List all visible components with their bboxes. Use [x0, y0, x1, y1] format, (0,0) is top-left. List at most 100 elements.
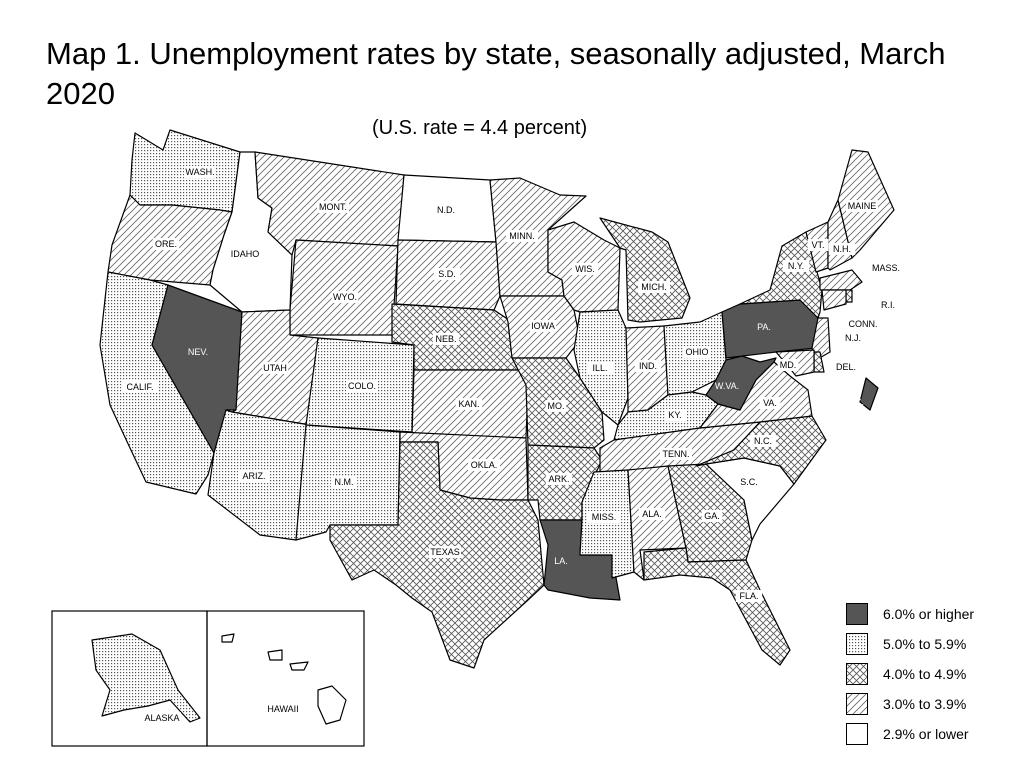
state-label-text: MONT.	[319, 202, 347, 212]
state-label-vt: VT.	[807, 239, 829, 251]
state-wv	[705, 355, 777, 411]
state-label-nm: N.M.	[330, 476, 358, 488]
state-label-text: ALA.	[642, 509, 662, 519]
state-label-sd: S.D.	[433, 268, 461, 280]
state-label-text: HAWAII	[267, 704, 298, 714]
legend-swatch	[846, 663, 868, 685]
state-label-sc: S.C.	[735, 476, 763, 488]
state-label-ks: KAN.	[455, 398, 483, 410]
state-label-text: NEB.	[435, 334, 456, 344]
state-label-pa: PA.	[757, 322, 771, 332]
state-label-ut: UTAH	[261, 362, 289, 374]
legend-item-c2: 2.9% or lower	[846, 721, 1016, 747]
state-label-la: LA.	[554, 556, 568, 566]
state-label-mn: MINN.	[506, 230, 538, 242]
legend-swatch	[846, 723, 868, 745]
state-label-me: MAINE	[846, 200, 878, 212]
legend-label: 5.0% to 5.9%	[883, 636, 967, 652]
state-label-text: WIS.	[575, 264, 595, 274]
state-label-md: MD.	[777, 359, 799, 371]
state-label-text: R.I.	[881, 300, 895, 310]
state-label-text: ARIZ.	[242, 471, 265, 481]
state-label-de: DEL.	[832, 361, 860, 373]
state-label-fl: FLA.	[735, 590, 763, 602]
state-label-text: VA.	[763, 398, 777, 408]
state-label-text: WASH.	[185, 167, 214, 177]
state-label-mt: MONT.	[317, 201, 349, 213]
hawaii-inset-frame	[206, 610, 365, 747]
state-label-text: GA.	[704, 511, 720, 521]
state-mi	[599, 217, 691, 323]
state-label-va: VA.	[759, 397, 781, 409]
state-label-nc: N.C.	[749, 435, 777, 447]
legend-label: 3.0% to 3.9%	[883, 696, 967, 712]
state-label-text: TEXAS	[430, 547, 460, 557]
state-label-text: ARK.	[548, 474, 569, 484]
state-label-text: N.M.	[335, 477, 354, 487]
state-label-text: TENN.	[663, 449, 690, 459]
state-label-text: LA.	[554, 556, 568, 566]
state-dc	[859, 377, 879, 411]
state-label-text: OHIO	[685, 347, 708, 357]
state-label-text: UTAH	[263, 363, 287, 373]
state-label-text: MISS.	[592, 512, 617, 522]
state-hi	[317, 685, 347, 725]
legend-item-c5: 5.0% to 5.9%	[846, 631, 1016, 657]
state-ri	[845, 289, 853, 303]
state-label-text: ILL.	[592, 363, 607, 373]
state-label-text: KAN.	[458, 399, 479, 409]
state-label-text: N.J.	[845, 333, 861, 343]
state-label-text: DEL.	[836, 362, 856, 372]
legend-swatch	[846, 603, 868, 625]
legend-swatch	[846, 693, 868, 715]
state-label-text: OKLA.	[471, 460, 498, 470]
state-label-wy: WYO.	[331, 291, 359, 303]
state-fl	[643, 547, 791, 666]
state-label-text: KY.	[668, 410, 681, 420]
state-label-ok: OKLA.	[468, 459, 500, 471]
state-label-text: N.Y.	[788, 261, 804, 271]
state-label-text: MO.	[548, 401, 565, 411]
state-label-il: ILL.	[586, 362, 614, 374]
state-label-ny: N.Y.	[782, 260, 810, 272]
state-label-ga: GA.	[701, 510, 723, 522]
state-label-text: MD.	[780, 360, 797, 370]
state-label-al: ALA.	[638, 508, 666, 520]
state-label-text: VT.	[811, 240, 824, 250]
state-label-text: IDAHO	[231, 249, 260, 259]
state-label-text: D.C.	[846, 397, 864, 407]
state-label-text: W.VA.	[715, 381, 739, 391]
legend-label: 4.0% to 4.9%	[883, 666, 967, 682]
state-label-text: IND.	[639, 361, 657, 371]
state-label-text: FLA.	[739, 591, 758, 601]
state-label-dc: D.C.	[846, 397, 864, 407]
state-label-in: IND.	[634, 360, 662, 372]
state-label-or: ORE.	[152, 238, 180, 250]
state-label-nv: NEV.	[188, 347, 208, 357]
state-label-text: WYO.	[333, 292, 357, 302]
state-label-ia: IOWA	[529, 320, 557, 332]
legend-item-c4: 4.0% to 4.9%	[846, 661, 1016, 687]
state-label-text: MINN.	[509, 231, 535, 241]
state-label-text: N.D.	[437, 205, 455, 215]
state-label-co: COLO.	[346, 380, 378, 392]
state-ak	[91, 633, 201, 723]
legend-item-c6: 6.0% or higher	[846, 601, 1016, 627]
legend-item-c3: 3.0% to 3.9%	[846, 691, 1016, 717]
state-label-ak: ALASKA	[143, 712, 181, 724]
state-label-tx: TEXAS	[429, 546, 461, 558]
state-label-text: MICH.	[641, 282, 667, 292]
state-label-ma: MASS.	[870, 262, 902, 274]
state-label-mi: MICH.	[638, 281, 670, 293]
state-label-ky: KY.	[664, 409, 686, 421]
state-ma	[819, 269, 863, 291]
legend-swatch	[846, 633, 868, 655]
state-label-text: CONN.	[849, 319, 878, 329]
state-label-text: MAINE	[848, 201, 877, 211]
state-label-ct: CONN.	[847, 318, 879, 330]
state-label-ne: NEB.	[432, 333, 460, 345]
state-label-nj: N.J.	[839, 332, 867, 344]
state-label-text: S.C.	[740, 477, 758, 487]
state-label-nh: N.H.	[828, 243, 856, 255]
